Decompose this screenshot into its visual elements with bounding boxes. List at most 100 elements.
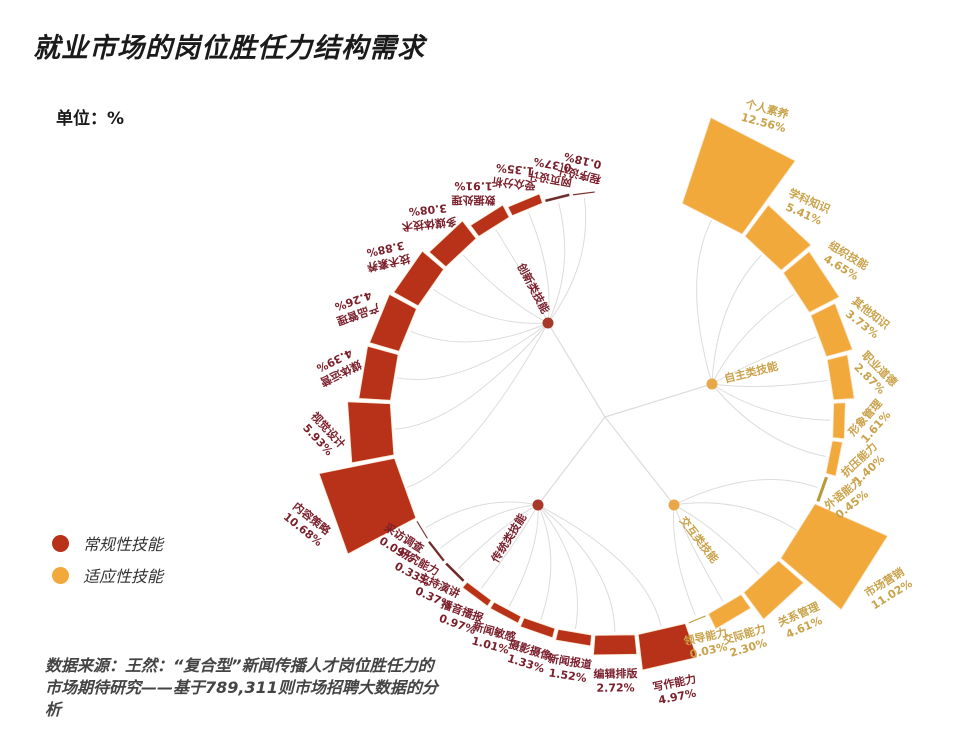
bar-学科知识 <box>744 204 812 271</box>
bar-新闻敏感 <box>489 601 522 624</box>
link-关系管理 <box>673 504 760 575</box>
link-其他知识 <box>711 336 817 385</box>
legend-item-conventional: 常规性技能 <box>52 527 163 559</box>
bar-播音播报 <box>462 581 492 607</box>
bar-label-name: 新闻报道 <box>547 651 593 671</box>
link-研究能力 <box>439 504 539 549</box>
bar-视觉设计 <box>347 401 395 464</box>
group-hub-dot <box>532 499 544 511</box>
bar-程序设计 <box>572 191 595 196</box>
bar-编辑排版 <box>593 634 638 656</box>
link-外语能力 <box>673 479 818 506</box>
link-领导能力 <box>673 504 696 616</box>
hub-connector <box>604 416 675 506</box>
bar-label-value: 1.91% <box>454 179 492 192</box>
bar-label-name: 受众分析 <box>491 175 536 193</box>
link-数据处理 <box>495 229 549 324</box>
bar-其他知识 <box>810 302 853 357</box>
bar-label-name: 编辑排版 <box>593 666 637 681</box>
link-采访调查 <box>425 501 539 529</box>
link-编辑排版 <box>537 504 616 632</box>
bar-受众分析 <box>507 193 543 217</box>
bar-关系管理 <box>743 560 805 620</box>
bar-label-value: 1.52% <box>548 666 588 685</box>
link-市场营销 <box>673 502 797 531</box>
bar-内容策略 <box>318 457 417 555</box>
link-职业道德 <box>711 379 828 388</box>
bar-label-value: 1.35% <box>495 161 534 178</box>
legend-dot-conventional <box>52 534 69 552</box>
bar-研究能力 <box>427 540 445 562</box>
legend-label: 常规性技能 <box>83 535 164 554</box>
group-label: 自主类技能 <box>723 359 780 386</box>
bar-多媒体技术 <box>428 220 477 268</box>
legend: 常规性技能 适应性技能 <box>52 527 163 591</box>
link-学科知识 <box>711 254 762 385</box>
group-hub-dot <box>668 499 680 511</box>
bar-组织技能 <box>782 251 840 313</box>
group-label: 传统类技能 <box>488 511 530 566</box>
bar-新闻报道 <box>555 628 592 647</box>
link-多媒体技术 <box>462 254 549 324</box>
bar-摄影摄像 <box>519 617 556 639</box>
link-个人素养 <box>696 219 713 385</box>
bar-抗压能力 <box>825 440 843 477</box>
bar-市场营销 <box>780 503 889 611</box>
link-组织技能 <box>711 293 795 385</box>
bar-写作能力 <box>637 623 698 671</box>
hub-connector <box>604 383 713 418</box>
link-摄影摄像 <box>537 504 552 621</box>
bar-交际能力 <box>707 594 752 630</box>
bar-采访调查 <box>416 520 429 539</box>
bar-产品管理 <box>369 293 417 352</box>
link-内容策略 <box>406 322 549 489</box>
bar-label-value: 3.08% <box>408 201 447 218</box>
group-label: 交互类技能 <box>677 514 722 566</box>
link-主持演讲 <box>458 504 539 570</box>
group-label: 创新类技能 <box>514 260 553 316</box>
legend-item-adaptive: 适应性技能 <box>52 559 163 591</box>
link-产品管理 <box>410 322 549 343</box>
link-形象管理 <box>711 383 830 421</box>
bar-领导能力 <box>688 615 707 624</box>
legend-label: 适应性技能 <box>83 567 164 586</box>
link-交际能力 <box>673 504 724 602</box>
link-技术素养 <box>432 288 549 324</box>
link-新闻敏感 <box>508 504 539 607</box>
legend-dot-adaptive <box>52 566 69 584</box>
link-程序设计 <box>547 197 587 324</box>
bar-职业道德 <box>826 354 855 401</box>
link-抗压能力 <box>711 383 826 457</box>
bar-技术素养 <box>393 250 445 307</box>
bar-数据处理 <box>469 204 510 237</box>
bar-主持演讲 <box>444 562 465 583</box>
bar-label-value: 2.72% <box>596 681 634 694</box>
link-视觉设计 <box>394 322 549 430</box>
bar-个人素养 <box>681 117 796 235</box>
page-title: 就业市场的岗位胜任力结构需求 <box>33 33 425 64</box>
bar-外语能力 <box>816 476 829 503</box>
unit-label: 单位：% <box>56 109 125 129</box>
link-写作能力 <box>537 504 662 627</box>
bar-label-name: 多媒体技术 <box>401 214 457 233</box>
group-hub-dot <box>542 317 554 329</box>
bar-形象管理 <box>832 402 846 440</box>
data-source-note: 数据来源：王然：“复合型”新闻传播人才岗位胜任力的市场期待研究——基于789,3… <box>45 656 438 719</box>
group-hub-dot <box>706 378 718 390</box>
link-受众分析 <box>528 212 550 324</box>
